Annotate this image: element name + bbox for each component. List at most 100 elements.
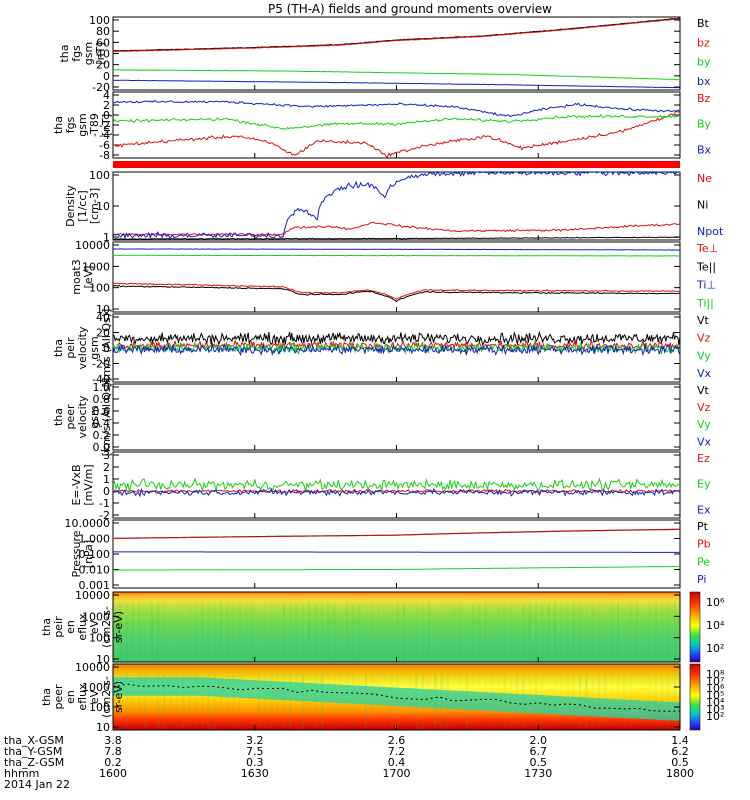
- y-tick-label: -20: [92, 358, 110, 371]
- y-tick-label: 1: [103, 473, 110, 486]
- series-pe: [113, 566, 680, 571]
- legend-vt: Vt: [697, 384, 710, 397]
- panel-frame: [112, 383, 681, 451]
- panel-separator-strip: [113, 161, 680, 168]
- figure-title: P5 (TH-A) fields and ground moments over…: [268, 2, 552, 16]
- x-axis-value: 6.2: [671, 745, 689, 758]
- y-axis-label: thafgsgsm-T89[nT]: [52, 113, 113, 137]
- legend-vx: Vx: [697, 435, 712, 448]
- legend-ne: Ne: [697, 172, 712, 185]
- y-tick-label: 1.0: [93, 381, 111, 394]
- x-axis-value: 2.0: [530, 734, 548, 747]
- x-axis-row-label: tha_Z-GSM: [4, 756, 64, 769]
- y-tick-label: 0.2: [93, 429, 111, 442]
- x-axis-value: 7.5: [246, 745, 264, 758]
- y-tick-label: 0.4: [93, 417, 111, 430]
- y-tick-label: 100: [89, 282, 110, 295]
- y-tick-label: 0: [103, 70, 110, 83]
- y-tick-label: 1000: [82, 260, 110, 273]
- y-tick-label: 20: [96, 327, 110, 340]
- panel-10: 10000 1000 100 10 thapeerenefluxeV(cm2-s-sr-…: [40, 661, 725, 734]
- y-axis-label: Density[1/cc][cm-3]: [64, 185, 101, 227]
- series-by: [112, 113, 680, 130]
- panel-2: 420-2-4-6-8 thafgsgsm-T89[nT] Bz By Bx: [52, 89, 712, 162]
- legend-ti-: Ti⊥: [696, 279, 716, 292]
- y-axis-label: thapeirenefluxeV(cm2-s-sr-eV): [40, 606, 125, 648]
- y-tick-label: 0: [103, 485, 110, 498]
- colorbar-tick-label: 10²: [706, 642, 724, 655]
- legend-ex: Ex: [697, 503, 711, 516]
- y-tick-label: 0.0: [93, 441, 111, 454]
- x-axis-value: 1600: [99, 767, 127, 780]
- colorbar-tick-label: 10⁶: [706, 682, 725, 695]
- legend-by: By: [697, 118, 712, 131]
- y-tick-label: 3: [103, 449, 110, 462]
- series-bt: [112, 17, 680, 52]
- legend-te-: Te||: [696, 260, 716, 273]
- colorbar-tick-label: 10²: [706, 710, 724, 723]
- x-axis-value: 3.8: [104, 734, 122, 747]
- y-tick-label: 10000: [75, 239, 110, 252]
- x-axis-value: 1800: [666, 767, 694, 780]
- y-axis-label: E=-VxB[mV/m]: [70, 464, 95, 505]
- y-tick-label: 100: [89, 169, 110, 182]
- colorbar-tick-label: 10³: [706, 703, 724, 716]
- legend-bt: Bt: [697, 17, 710, 30]
- x-axis-value: 7.2: [388, 745, 406, 758]
- legend-pb: Pb: [697, 538, 711, 551]
- y-tick-label: 10: [96, 200, 110, 213]
- y-tick-label: 0.100: [79, 548, 111, 561]
- y-tick-label: 10: [96, 653, 110, 666]
- colorbar: [689, 663, 701, 731]
- legend-vz: Vz: [697, 332, 711, 345]
- y-tick-label: 2: [103, 461, 110, 474]
- y-tick-label: 1000: [82, 610, 110, 623]
- series-ti-: [112, 248, 681, 251]
- y-tick-label: 0: [103, 342, 110, 355]
- y-tick-label: -40: [92, 373, 110, 386]
- series-ey: [112, 477, 680, 493]
- colorbar: [689, 591, 701, 663]
- spectrogram-band: [113, 677, 680, 721]
- y-tick-label: 10000: [75, 661, 110, 674]
- potential-trace: [112, 683, 681, 712]
- x-axis-row-label: tha_Y-GSM: [4, 745, 62, 758]
- panel-frame: [112, 451, 681, 519]
- y-tick-label: -20: [92, 81, 110, 94]
- legend-bz: Bz: [697, 92, 711, 105]
- legend-ti-: Ti||: [696, 297, 714, 310]
- x-axis-value: 0.3: [246, 756, 264, 769]
- x-axis-row-label: hhmm: [4, 767, 39, 780]
- series-pb: [113, 529, 680, 539]
- legend-pt: Pt: [697, 520, 709, 533]
- series-pi: [113, 551, 680, 553]
- series-by: [112, 69, 681, 81]
- legend-vz: Vz: [697, 401, 711, 414]
- series-ne: [113, 221, 681, 237]
- y-tick-label: 0.001: [79, 579, 111, 592]
- legend-vt: Vt: [697, 314, 710, 327]
- y-tick-label: 80: [96, 25, 110, 38]
- y-tick-label: -4: [99, 129, 110, 142]
- series-ti-: [112, 254, 681, 257]
- series-ex: [113, 487, 681, 498]
- y-tick-label: 100: [89, 701, 110, 714]
- colorbar-tick-label: 10⁷: [706, 675, 724, 688]
- legend-te-: Te⊥: [696, 242, 718, 255]
- y-tick-label: 0: [103, 109, 110, 122]
- y-tick-label: 40: [96, 311, 110, 324]
- y-tick-label: 10.0000: [65, 517, 111, 530]
- legend-ey: Ey: [697, 478, 711, 491]
- x-axis-value: 1630: [241, 767, 269, 780]
- y-tick-label: 20: [96, 59, 110, 72]
- colorbar-tick-label: 10⁴: [706, 619, 725, 632]
- y-tick-label: 60: [96, 36, 110, 49]
- y-tick-label: -2: [99, 509, 110, 522]
- legend-npot: Npot: [697, 225, 724, 238]
- y-tick-label: 10: [96, 721, 110, 734]
